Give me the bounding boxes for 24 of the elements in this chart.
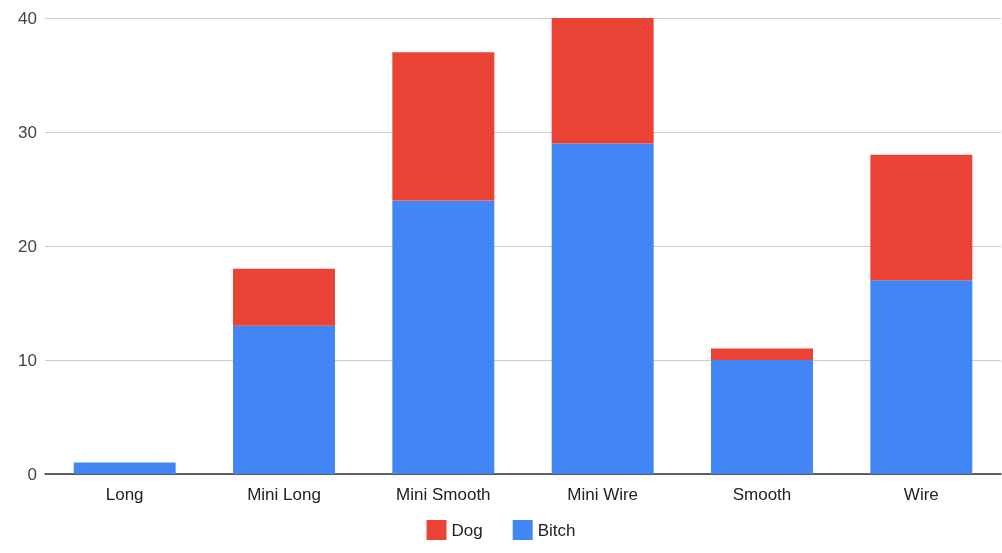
x-tick-label: Wire: [903, 485, 939, 504]
legend-label: Bitch: [537, 520, 576, 540]
bar: [233, 268, 335, 326]
bar: [711, 360, 813, 474]
y-tick-label: 10: [18, 350, 37, 370]
bar: [870, 154, 973, 281]
y-tick-label: 30: [18, 122, 37, 142]
bar: [551, 18, 654, 144]
x-tick-label: Long: [105, 485, 144, 504]
bar: [870, 280, 973, 474]
y-tick-label: 0: [27, 464, 37, 484]
bar: [551, 143, 654, 474]
bar: [233, 325, 335, 474]
bar: [392, 200, 495, 474]
bar: [73, 462, 176, 474]
x-tick-label: Mini Long: [247, 485, 321, 504]
bar: [392, 52, 495, 201]
x-tick-label: Smooth: [732, 485, 792, 504]
y-tick-label: 20: [18, 236, 37, 256]
bar: [711, 348, 813, 360]
x-tick-label: Mini Smooth: [396, 485, 491, 504]
y-tick-label: 40: [18, 8, 37, 28]
x-tick-label: Mini Wire: [567, 485, 639, 504]
legend-label: Dog: [451, 520, 483, 540]
